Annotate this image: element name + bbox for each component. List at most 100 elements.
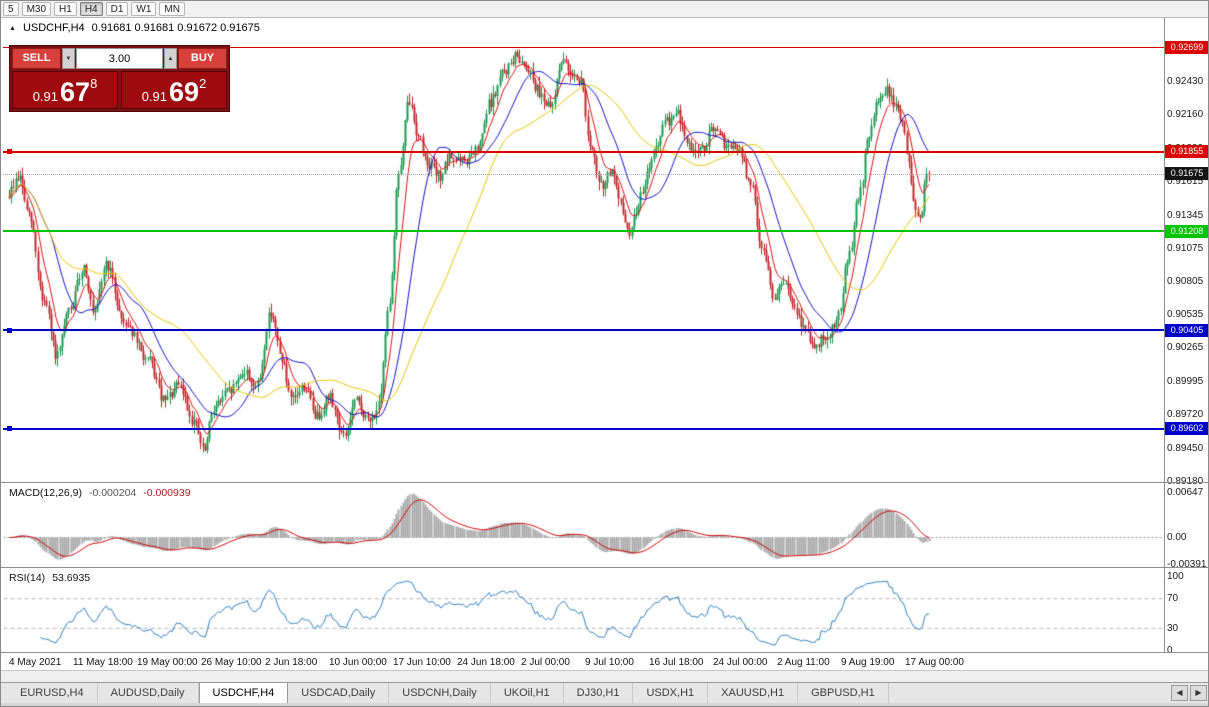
timeframe-button-w1[interactable]: W1: [131, 2, 157, 16]
rsi-name: RSI(14): [9, 572, 46, 584]
timeframe-button-h1[interactable]: H1: [54, 2, 77, 16]
bid-price-pipette: 8: [90, 76, 98, 91]
tab-usdchf-h4[interactable]: USDCHF,H4: [198, 683, 289, 703]
ask-price-pipette: 2: [199, 76, 207, 91]
status-bar: [1, 703, 1208, 706]
tab-xauusd-h1[interactable]: XAUUSD,H1: [708, 683, 799, 703]
buy-button[interactable]: BUY: [178, 48, 227, 69]
macd-axis-label: 0.00647: [1167, 487, 1204, 498]
tab-eurusd-h4[interactable]: EURUSD,H4: [7, 683, 98, 703]
one-click-trading-panel: SELL ▼ ▲ BUY 0.91 67 8 0.91 69 2: [9, 45, 230, 112]
tab-usdcad-daily[interactable]: USDCAD,Daily: [288, 683, 390, 703]
x-axis-label: 4 May 2021: [9, 657, 62, 668]
y-axis-tick: 0.90805: [1167, 275, 1204, 287]
ask-quote: 0.91 69 2: [121, 71, 227, 109]
y-axis-tick: 0.92430: [1167, 76, 1204, 88]
hline-handle[interactable]: [7, 149, 12, 155]
sell-button[interactable]: SELL: [12, 48, 61, 69]
chart-title: ▲ USDCHF,H4 0.91681 0.91681 0.91672 0.91…: [9, 22, 260, 34]
tabs-scroll-left-icon[interactable]: ◀: [1171, 685, 1188, 701]
pane-separator: [1, 567, 1208, 568]
timeframe-button-h4[interactable]: H4: [79, 2, 103, 16]
x-axis-label: 2 Jul 00:00: [521, 657, 570, 668]
quote-row: 0.91 67 8 0.91 69 2: [12, 71, 227, 109]
macd-name: MACD(12,26,9): [9, 487, 82, 499]
x-axis-label: 2 Jun 18:00: [265, 657, 318, 668]
bid-price-prefix: 0.91: [32, 89, 59, 104]
hline-0.91208[interactable]: [3, 230, 1164, 233]
current-price-line: [3, 173, 1164, 175]
x-axis-label: 9 Jul 10:00: [585, 657, 634, 668]
bid-quote: 0.91 67 8: [12, 71, 118, 109]
x-axis-label: 9 Aug 19:00: [841, 657, 895, 668]
x-axis-label: 17 Jun 10:00: [393, 657, 451, 668]
price-label-0.90405: 0.90405: [1165, 323, 1208, 337]
macd-value-signal: -0.000939: [143, 487, 191, 499]
trade-controls-row: SELL ▼ ▲ BUY: [12, 48, 227, 69]
timeframe-button-mn[interactable]: MN: [159, 2, 185, 16]
tab-ukoil-h1[interactable]: UKOil,H1: [491, 683, 564, 703]
rsi-value: 53.6935: [52, 572, 91, 584]
macd-axis-label: -0.00391: [1167, 559, 1207, 571]
y-axis-tick: 0.89720: [1167, 409, 1204, 421]
y-axis-tick: 0.89995: [1167, 375, 1204, 387]
x-axis-label: 10 Jun 00:00: [329, 657, 387, 668]
horizontal-scrollbar[interactable]: [1, 670, 1208, 682]
macd-value-main: -0.000204: [88, 487, 137, 499]
tabs-scroll-right-icon[interactable]: ▶: [1190, 685, 1207, 701]
rsi-label: RSI(14) 53.6935: [9, 572, 90, 584]
x-axis-label: 11 May 18:00: [73, 657, 133, 668]
price-label-0.91855: 0.91855: [1165, 145, 1208, 159]
tab-dj30-h1[interactable]: DJ30,H1: [564, 683, 634, 703]
y-axis-tick: 0.91615: [1167, 176, 1204, 188]
hline-0.90405[interactable]: [3, 329, 1164, 332]
price-label-0.91208: 0.91208: [1165, 224, 1208, 238]
x-axis-label: 2 Aug 11:00: [777, 657, 830, 668]
macd-axis-label: 0.00: [1167, 532, 1187, 543]
collapse-one-click-icon[interactable]: ▲: [9, 24, 16, 32]
hline-0.92699[interactable]: [3, 47, 1164, 49]
tab-usdx-h1[interactable]: USDX,H1: [633, 683, 709, 703]
y-axis-tick: 0.89180: [1167, 476, 1203, 487]
tab-list: EURUSD,H4 AUDUSD,Daily USDCHF,H4 USDCAD,Dai…: [1, 683, 1171, 703]
chart-tab-bar: EURUSD,H4 AUDUSD,Daily USDCHF,H4 USDCAD,Dai…: [1, 682, 1208, 703]
y-axis-tick: 0.92160: [1167, 109, 1204, 121]
chart-symbol-period: USDCHF,H4: [22, 22, 85, 34]
rsi-axis-label: 30: [1167, 622, 1179, 634]
y-axis-tick: 0.89450: [1167, 442, 1204, 454]
x-axis-label: 17 Aug 00:00: [905, 657, 964, 668]
pane-separator: [1, 652, 1208, 653]
y-axis-tick: 0.90535: [1167, 309, 1204, 321]
hline-0.91855[interactable]: [3, 150, 1164, 153]
tab-scroll-buttons: ◀ ▶: [1171, 683, 1208, 703]
time-axis: 4 May 2021 11 May 18:00 19 May 00:00 26 May…: [1, 653, 1208, 670]
x-axis-label: 19 May 00:00: [137, 657, 198, 668]
ask-price-prefix: 0.91: [141, 89, 168, 104]
chart-ohlc-values: 0.91681 0.91681 0.91672 0.91675: [91, 22, 260, 34]
tab-gbpusd-h1[interactable]: GBPUSD,H1: [798, 683, 889, 703]
timeframe-button-m30[interactable]: M30: [21, 2, 52, 16]
rsi-axis-label: 100: [1167, 571, 1184, 582]
rsi-axis-label: 0: [1167, 645, 1173, 656]
tab-usdcnh-daily[interactable]: USDCNH,Daily: [389, 683, 491, 703]
hline-handle[interactable]: [7, 327, 12, 333]
tab-audusd-daily[interactable]: AUDUSD,Daily: [98, 683, 199, 703]
macd-label: MACD(12,26,9) -0.000204 -0.000939: [9, 487, 191, 499]
bid-price-big: 67: [60, 77, 91, 107]
lot-increase-icon[interactable]: ▲: [164, 48, 177, 69]
ask-price-big: 69: [169, 77, 200, 107]
lot-size-input[interactable]: [76, 48, 163, 69]
x-axis-label: 26 May 10:00: [201, 657, 262, 668]
hline-handle[interactable]: [7, 426, 12, 432]
timeframe-button-d1[interactable]: D1: [105, 2, 129, 16]
hline-0.89602[interactable]: [3, 427, 1164, 430]
price-axis-border: [1164, 18, 1165, 653]
timeframe-button-5[interactable]: 5: [3, 2, 19, 16]
x-axis-label: 24 Jun 18:00: [457, 657, 515, 668]
x-axis-label: 16 Jul 18:00: [649, 657, 704, 668]
lot-decrease-icon[interactable]: ▼: [62, 48, 75, 69]
current-price-label: 0.91675: [1165, 167, 1208, 181]
